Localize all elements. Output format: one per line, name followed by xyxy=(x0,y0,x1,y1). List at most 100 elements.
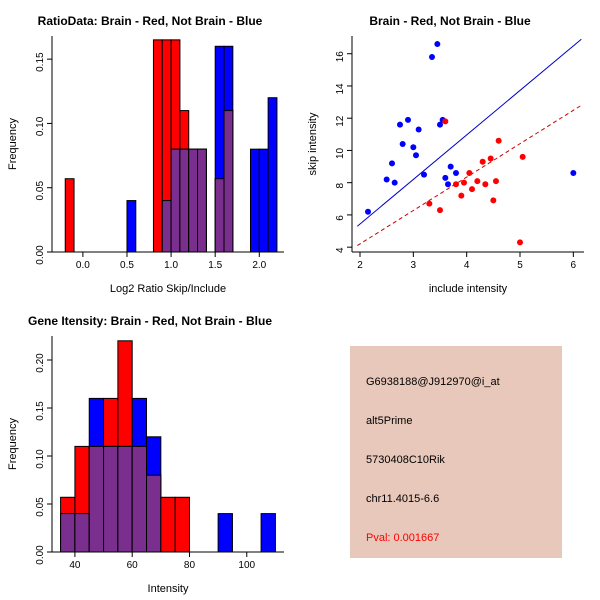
data-point xyxy=(466,170,473,177)
data-point xyxy=(570,170,577,177)
ratio-histogram-x-axis-label: Log2 Ratio Skip/Include xyxy=(109,283,227,295)
histogram-bar xyxy=(60,513,76,553)
info-line-event-type: alt5Prime xyxy=(366,415,413,427)
histogram-bar xyxy=(64,178,75,253)
y-tick-label: 0.00 xyxy=(35,545,46,565)
y-tick-label: 0.20 xyxy=(35,353,46,373)
x-tick-label: 1.0 xyxy=(164,260,178,271)
data-point xyxy=(474,178,481,185)
x-tick-label: 60 xyxy=(127,560,139,571)
data-point xyxy=(397,121,403,128)
data-point xyxy=(461,179,467,186)
data-point xyxy=(426,200,433,207)
data-point xyxy=(447,163,454,170)
data-point xyxy=(519,153,526,160)
y-tick-label: 0.05 xyxy=(35,497,46,517)
gene-histogram-x-axis-label: Intensity xyxy=(147,583,189,595)
x-tick-label: 2 xyxy=(357,260,363,271)
histogram-bar xyxy=(217,513,233,553)
y-tick-label: 6 xyxy=(335,215,346,221)
intensity-scatter-plot: 2 3 4 5 6 4 6 8 10 12 14 16 xyxy=(335,36,584,271)
histogram-bar xyxy=(152,39,163,253)
intensity-scatter-y-axis-label: skip intensity xyxy=(307,112,319,176)
ratio-histogram-y-axis-label: Frequency xyxy=(7,118,19,170)
histogram-bar xyxy=(160,496,176,553)
histogram-bar xyxy=(170,148,181,253)
gene-histogram-plot: 40 60 80 100 0.00 0.05 0.10 0.15 0.20 xyxy=(35,336,284,571)
info-line-probe-id: G6938188@J912970@i_at xyxy=(366,376,500,388)
fit-line xyxy=(357,104,582,246)
data-point xyxy=(442,118,449,125)
data-point xyxy=(437,207,443,214)
data-point xyxy=(458,192,465,199)
data-point xyxy=(415,126,422,133)
data-point xyxy=(453,181,459,188)
intensity-scatter-title: Brain - Red, Not Brain - Blue xyxy=(369,14,531,28)
ratio-histogram-title: RatioData: Brain - Red, Not Brain - Blue xyxy=(37,14,263,28)
x-tick-label: 1.5 xyxy=(208,260,222,271)
data-point xyxy=(495,137,502,144)
histogram-bar xyxy=(74,513,90,553)
histogram-bar xyxy=(126,200,137,253)
data-point xyxy=(493,178,499,185)
data-point xyxy=(453,170,459,177)
x-tick-label: 100 xyxy=(238,560,255,571)
y-tick-label: 0.05 xyxy=(35,181,46,201)
data-point xyxy=(434,41,441,48)
x-tick-label: 80 xyxy=(184,560,196,571)
panel-gene-histogram: 40 60 80 100 0.00 0.05 0.10 0.15 0.20 Gene Itens… xyxy=(0,300,300,600)
y-tick-label: 12 xyxy=(335,115,346,127)
histogram-bar xyxy=(249,148,260,253)
data-point xyxy=(399,141,406,147)
panel-intensity-scatter: 2 3 4 5 6 4 6 8 10 12 14 16 Brain - Red, Not Brain … xyxy=(300,0,600,300)
histogram-bar xyxy=(179,148,190,253)
histogram-bar xyxy=(88,445,105,553)
panel-ratio-histogram: 0.0 0.5 1.0 1.5 2.0 0.00 0.05 0.10 0.15 RatioDat… xyxy=(0,0,300,300)
histogram-bar xyxy=(267,97,278,253)
data-point xyxy=(469,186,475,193)
x-tick-label: 6 xyxy=(571,260,577,271)
data-point xyxy=(442,174,449,181)
data-point xyxy=(383,176,390,183)
gene-histogram-title: Gene Itensity: Brain - Red, Not Brain - … xyxy=(27,314,273,328)
histogram-bar xyxy=(103,445,119,553)
y-tick-label: 0.10 xyxy=(35,449,46,469)
histogram-bar xyxy=(260,513,276,553)
histogram-bar xyxy=(258,148,269,253)
histogram-bar xyxy=(188,148,199,253)
fit-line xyxy=(357,38,582,227)
y-tick-label: 4 xyxy=(335,247,346,253)
data-point xyxy=(413,152,419,159)
intensity-scatter-x-axis-label: include intensity xyxy=(428,283,508,295)
x-tick-label: 0.0 xyxy=(76,260,90,271)
y-tick-label: 0.00 xyxy=(35,245,46,265)
y-tick-label: 0.15 xyxy=(35,52,46,72)
y-tick-label: 14 xyxy=(335,83,346,95)
data-point xyxy=(482,181,489,188)
data-point xyxy=(437,121,443,128)
histogram-bar xyxy=(214,178,225,253)
data-point xyxy=(517,239,523,246)
data-point xyxy=(479,158,486,165)
x-tick-label: 5 xyxy=(517,260,523,271)
y-tick-label: 16 xyxy=(335,51,346,63)
x-tick-label: 4 xyxy=(464,260,470,271)
panel-gene-info: G6938188@J912970@i_at alt5Prime 5730408C… xyxy=(300,300,600,600)
data-point xyxy=(365,208,371,215)
data-point xyxy=(389,160,395,167)
data-point xyxy=(429,53,435,60)
y-tick-label: 8 xyxy=(335,182,346,188)
y-tick-label: 0.10 xyxy=(35,116,46,136)
data-point xyxy=(410,144,417,151)
x-tick-label: 2.0 xyxy=(252,260,266,271)
histogram-bar xyxy=(174,496,190,553)
y-tick-label: 10 xyxy=(335,147,346,159)
histogram-bar xyxy=(197,148,207,253)
info-line-chromosome-location: chr11.4015-6.6 xyxy=(366,493,440,505)
histogram-bar xyxy=(117,445,133,553)
x-tick-label: 40 xyxy=(69,560,81,571)
info-line-gene-name: 5730408C10Rik xyxy=(366,454,445,466)
data-point xyxy=(405,116,411,123)
ratio-histogram-plot: 0.0 0.5 1.0 1.5 2.0 0.00 0.05 0.10 0.15 xyxy=(35,36,284,271)
